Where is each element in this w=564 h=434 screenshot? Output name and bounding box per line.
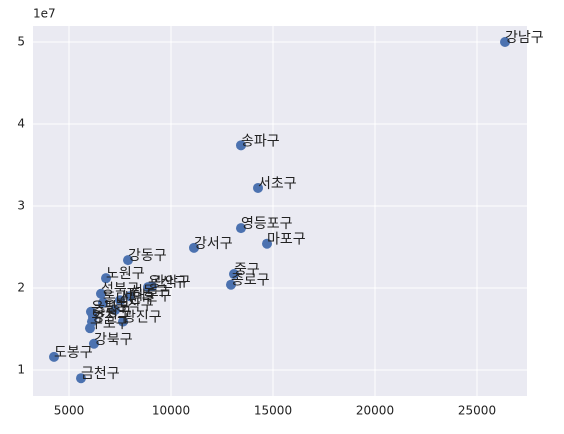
point-label: 용산구	[148, 275, 187, 291]
point-label: 성동구	[130, 284, 169, 300]
point-label: 영등포구	[241, 216, 293, 232]
point-label: 중구	[234, 262, 260, 278]
point-label: 서대문구	[120, 288, 172, 304]
point-label: 마포구	[267, 232, 306, 248]
point	[262, 238, 273, 249]
x-tick-label: 15000	[254, 404, 292, 418]
point	[225, 279, 236, 290]
point-label: 금천구	[81, 366, 120, 382]
point-label: 광진구	[123, 310, 162, 326]
point-label: 강남구	[505, 30, 544, 46]
plot-area	[33, 26, 527, 396]
y-tick-label: 4	[17, 116, 25, 130]
point	[110, 305, 121, 316]
point-label: 강서구	[194, 236, 233, 252]
point	[76, 373, 87, 384]
y-tick-label: 3	[17, 198, 25, 212]
point-label: 은평구	[91, 300, 130, 316]
point-label: 성북구	[101, 282, 140, 298]
point	[87, 311, 98, 322]
point	[88, 338, 99, 349]
y-tick-label: 5	[17, 34, 25, 48]
point	[118, 316, 129, 327]
point-label: 도봉구	[54, 345, 93, 361]
point	[125, 291, 136, 302]
point-label: 강동구	[128, 248, 167, 264]
point-label: 구로구	[90, 316, 129, 332]
x-tick-label: 10000	[152, 404, 190, 418]
point-label: 양천구	[92, 310, 131, 326]
y-tick-label: 2	[17, 281, 25, 295]
point-label: 강북구	[94, 332, 133, 348]
point	[49, 351, 60, 362]
point	[235, 223, 246, 234]
point-label: 종로구	[231, 273, 270, 289]
point	[143, 282, 154, 293]
point-label: 동작구	[115, 298, 154, 314]
point	[96, 288, 107, 299]
point-label: 서초구	[258, 176, 297, 192]
point	[253, 182, 264, 193]
point	[123, 255, 134, 266]
x-tick-label: 25000	[458, 404, 496, 418]
point	[228, 269, 239, 280]
point	[188, 242, 199, 253]
y-offset-label: 1e7	[33, 7, 56, 21]
y-tick-label: 1	[17, 363, 25, 377]
point-label: 중랑구	[93, 305, 132, 321]
point	[235, 140, 246, 151]
x-tick-label: 5000	[54, 404, 85, 418]
point-label: 동대문구	[103, 291, 155, 307]
point	[98, 297, 109, 308]
point	[84, 323, 95, 334]
point	[500, 36, 511, 47]
x-tick-label: 20000	[356, 404, 394, 418]
point-label: 노원구	[106, 266, 145, 282]
point	[101, 273, 112, 284]
point-label: 송파구	[241, 133, 280, 149]
point	[115, 295, 126, 306]
point-label: 관악구	[152, 274, 191, 290]
